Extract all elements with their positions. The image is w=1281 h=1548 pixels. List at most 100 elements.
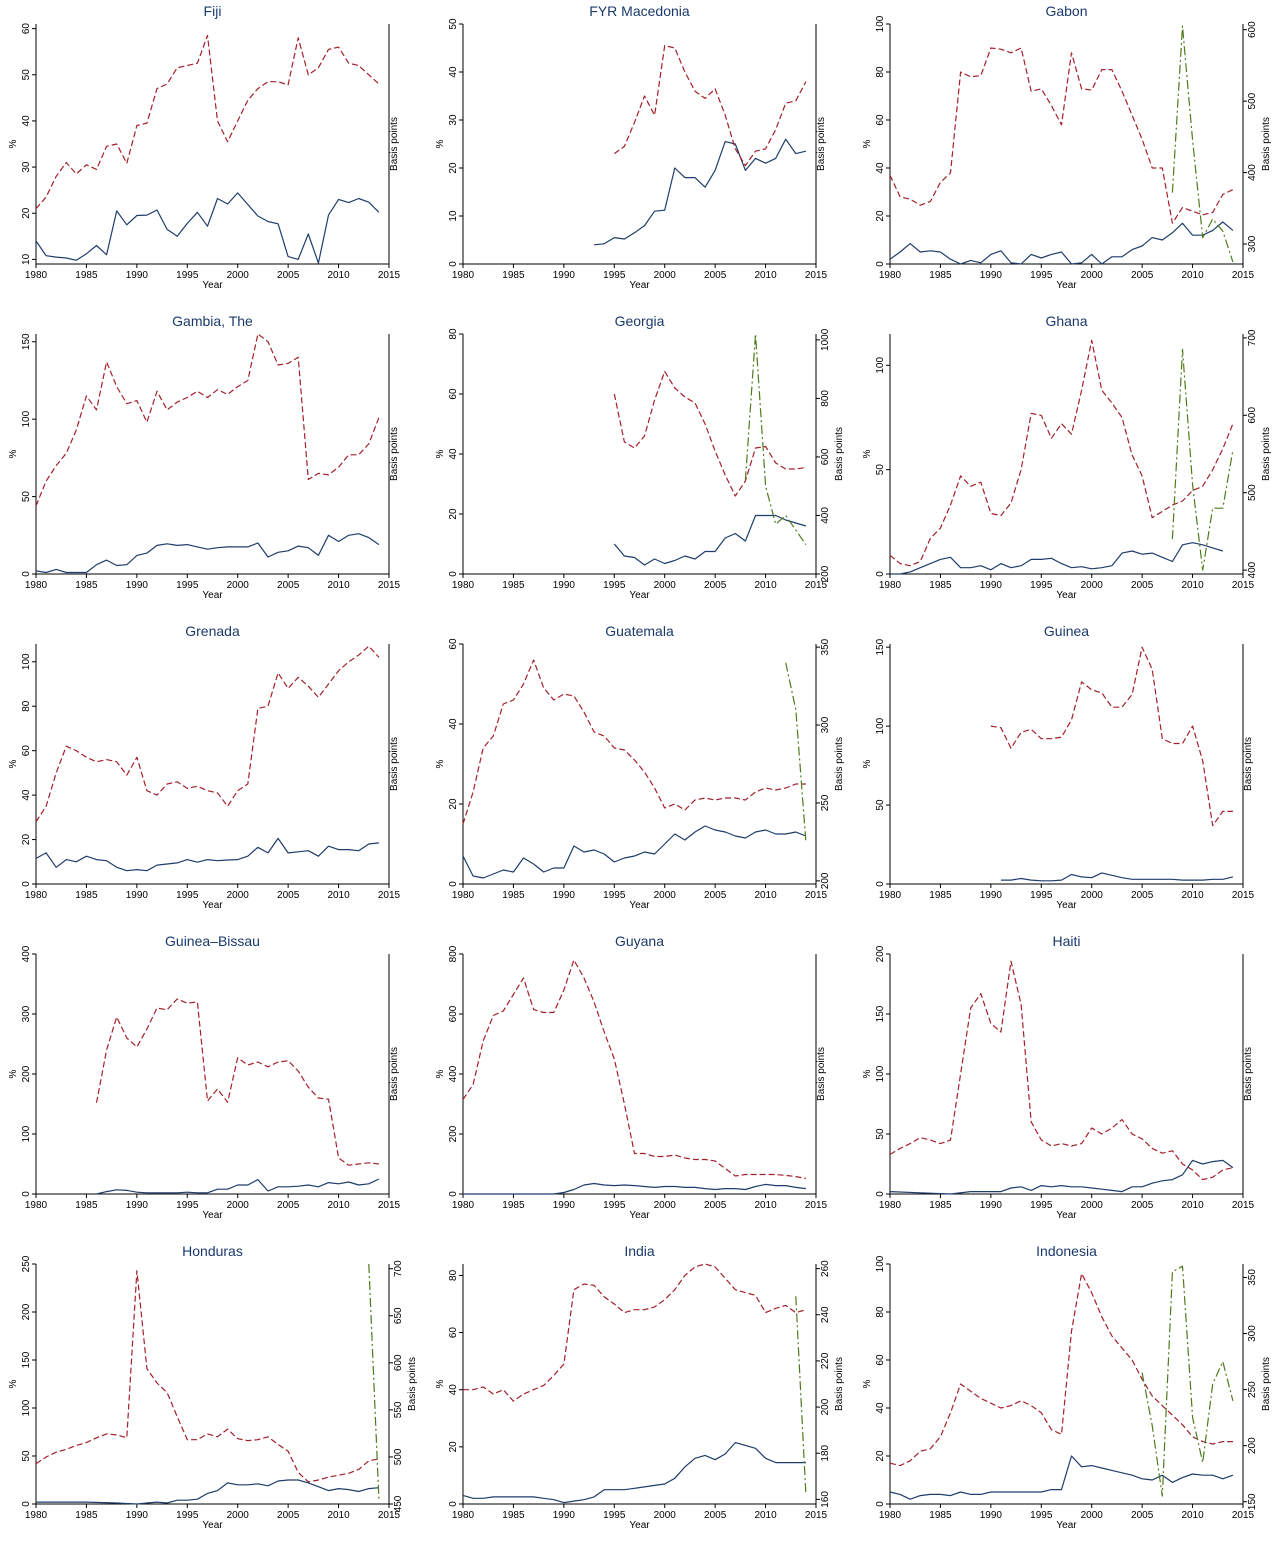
x-tick-label: 2000 [227,270,250,281]
y-tick-label: 50 [448,18,459,30]
y-tick-label: 50 [21,1450,32,1462]
series-line-dashdot [744,333,807,546]
y2-tick-label: 250 [820,794,831,811]
x-axis-label: Year [202,280,223,291]
chart-title: India [624,1243,655,1259]
series-line-dashed [35,1270,380,1483]
x-tick-label: 2000 [654,890,677,901]
series-line-dashed [889,1272,1233,1467]
y2-tick-label: 600 [1247,21,1258,38]
y2-tick-label: 200 [820,565,831,582]
x-tick-label: 1990 [553,580,576,591]
x-tick-label: 1990 [980,1510,1003,1521]
y2-tick-label: 240 [820,1306,831,1323]
x-tick-label: 1980 [25,270,48,281]
y-tick-label: 250 [21,1255,32,1272]
x-tick-label: 1980 [452,580,475,591]
y2-tick-label: 150 [1247,1493,1258,1510]
y-tick-label: 20 [875,210,886,222]
y-tick-label: 0 [448,571,459,577]
x-tick-label: 1990 [980,890,1003,901]
x-tick-label: 1985 [75,1510,98,1521]
y-tick-label: 0 [875,571,886,577]
y-tick-label: 600 [448,1005,459,1022]
y-axis-label: % [435,449,446,458]
y2-tick-label: 650 [393,1307,404,1324]
y-tick-label: 0 [21,881,32,887]
y2-tick-label: 500 [1247,92,1258,109]
x-tick-label: 2010 [327,890,350,901]
x-tick-label: 1985 [502,1200,525,1211]
y-tick-label: 60 [875,1354,886,1366]
y2-axis-label: Basis points [389,737,400,791]
x-tick-label: 2010 [327,1200,350,1211]
x-tick-label: 2005 [704,890,727,901]
x-axis-label: Year [1056,900,1077,911]
y-tick-label: 150 [21,1351,32,1368]
x-axis-label: Year [629,1520,650,1531]
x-tick-label: 2000 [1081,890,1104,901]
y-tick-label: 40 [448,66,459,78]
x-tick-label: 1985 [75,580,98,591]
chart-title: Georgia [615,313,665,329]
y-tick-label: 20 [875,1450,886,1462]
y-tick-label: 0 [448,1191,459,1197]
series-line-dashdot [795,1296,807,1495]
y-tick-label: 30 [21,161,32,173]
x-tick-label: 1980 [25,1200,48,1211]
series-line-dashed [889,960,1234,1181]
chart-panel: Guinea 1980 1985 1990 1995 2000 2005 2010 2015 Ye… [862,623,1255,911]
y-tick-label: 100 [875,717,886,734]
y2-tick-label: 600 [393,1354,404,1371]
x-tick-label: 2000 [1081,270,1104,281]
y-tick-label: 80 [448,328,459,340]
y-tick-label: 40 [21,789,32,801]
series-line-solid [889,221,1234,265]
x-tick-label: 2000 [227,1510,250,1521]
series-line-solid [462,825,807,879]
chart-title: Guatemala [605,623,674,639]
y-tick-label: 150 [21,333,32,350]
x-tick-label: 1985 [929,890,952,901]
x-tick-label: 2005 [1131,580,1154,591]
y-tick-label: 50 [875,1128,886,1140]
x-tick-label: 1990 [126,580,149,591]
y-tick-label: 100 [875,1255,886,1272]
x-tick-label: 2015 [378,270,401,281]
x-tick-label: 2015 [378,890,401,901]
y-axis-label: % [435,1069,446,1078]
x-tick-label: 2005 [1131,890,1154,901]
x-tick-label: 1980 [879,580,902,591]
y-axis-label: % [862,1069,873,1078]
chart-title: Indonesia [1036,1243,1097,1259]
x-tick-label: 2005 [277,890,300,901]
x-tick-label: 1985 [929,1200,952,1211]
x-tick-label: 1995 [176,270,199,281]
x-tick-label: 1980 [25,1510,48,1521]
y-tick-label: 60 [21,23,32,35]
chart-title: Haiti [1052,933,1080,949]
y-tick-label: 0 [448,261,459,267]
y-tick-label: 400 [21,945,32,962]
x-tick-label: 1995 [1030,270,1053,281]
y-tick-label: 100 [21,653,32,670]
y-tick-label: 200 [21,1303,32,1320]
x-tick-label: 2000 [227,580,250,591]
y2-tick-label: 700 [1247,329,1258,346]
y-tick-label: 40 [875,1402,886,1414]
series-line-solid [96,1178,380,1195]
x-tick-label: 1990 [553,1200,576,1211]
y2-tick-label: 200 [820,872,831,889]
y-tick-label: 80 [875,1306,886,1318]
x-tick-label: 2005 [704,1510,727,1521]
x-tick-label: 1995 [603,580,626,591]
y-tick-label: 80 [875,66,886,78]
x-tick-label: 2015 [378,580,401,591]
y2-axis-label: Basis points [389,1047,400,1101]
